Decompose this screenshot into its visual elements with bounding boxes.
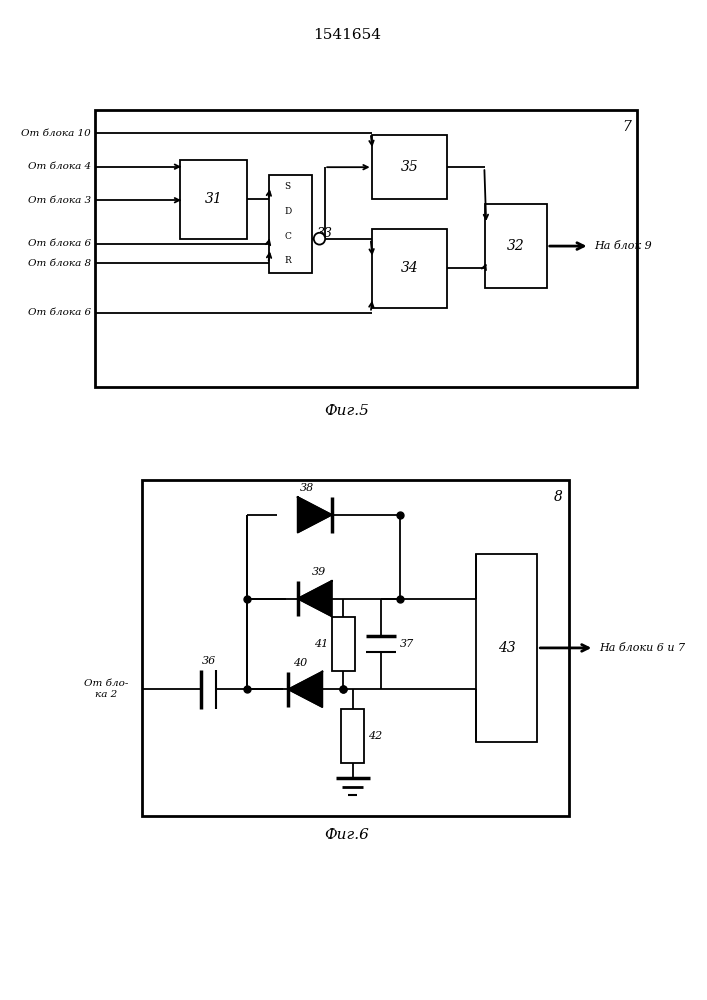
Bar <box>332 617 354 671</box>
Bar <box>341 709 364 763</box>
Text: 36: 36 <box>201 656 216 666</box>
Text: 41: 41 <box>314 639 328 649</box>
Text: От блока 4: От блока 4 <box>28 162 91 171</box>
Bar <box>476 554 537 742</box>
Text: 1541654: 1541654 <box>313 28 381 42</box>
Text: От блока 6: От блока 6 <box>28 239 91 248</box>
Bar <box>95 110 637 387</box>
Circle shape <box>314 233 325 245</box>
Text: R: R <box>284 256 291 265</box>
Bar <box>142 480 568 816</box>
Bar <box>269 175 312 273</box>
Text: 32: 32 <box>507 239 525 253</box>
Bar <box>485 204 547 288</box>
Text: 38: 38 <box>300 483 315 493</box>
Text: 8: 8 <box>554 490 563 504</box>
Text: 42: 42 <box>368 731 382 741</box>
Text: От блока 8: От блока 8 <box>28 259 91 268</box>
Text: 31: 31 <box>204 192 222 206</box>
Text: Фиг.6: Фиг.6 <box>325 828 369 842</box>
Text: 40: 40 <box>293 658 308 668</box>
Text: От блока 10: От блока 10 <box>21 129 91 138</box>
Text: 37: 37 <box>400 639 414 649</box>
Bar <box>372 229 448 308</box>
Text: C: C <box>284 232 291 241</box>
Text: От блока 3: От блока 3 <box>28 196 91 205</box>
Text: 35: 35 <box>401 160 419 174</box>
Bar <box>372 135 448 199</box>
Text: 43: 43 <box>498 641 515 655</box>
Text: D: D <box>284 207 291 216</box>
Text: 39: 39 <box>312 567 327 577</box>
Text: S: S <box>285 182 291 191</box>
Text: От бло-
ка 2: От бло- ка 2 <box>84 679 129 699</box>
Text: На блок 9: На блок 9 <box>594 241 652 251</box>
Text: От блока 6: От блока 6 <box>28 308 91 317</box>
Text: 34: 34 <box>401 261 419 275</box>
Polygon shape <box>298 497 332 533</box>
Bar <box>180 160 247 239</box>
Polygon shape <box>298 581 332 616</box>
Polygon shape <box>288 672 322 707</box>
Text: На блоки 6 и 7: На блоки 6 и 7 <box>599 643 685 653</box>
Text: Фиг.5: Фиг.5 <box>325 404 369 418</box>
Text: 7: 7 <box>622 120 631 134</box>
Text: 33: 33 <box>317 227 332 240</box>
